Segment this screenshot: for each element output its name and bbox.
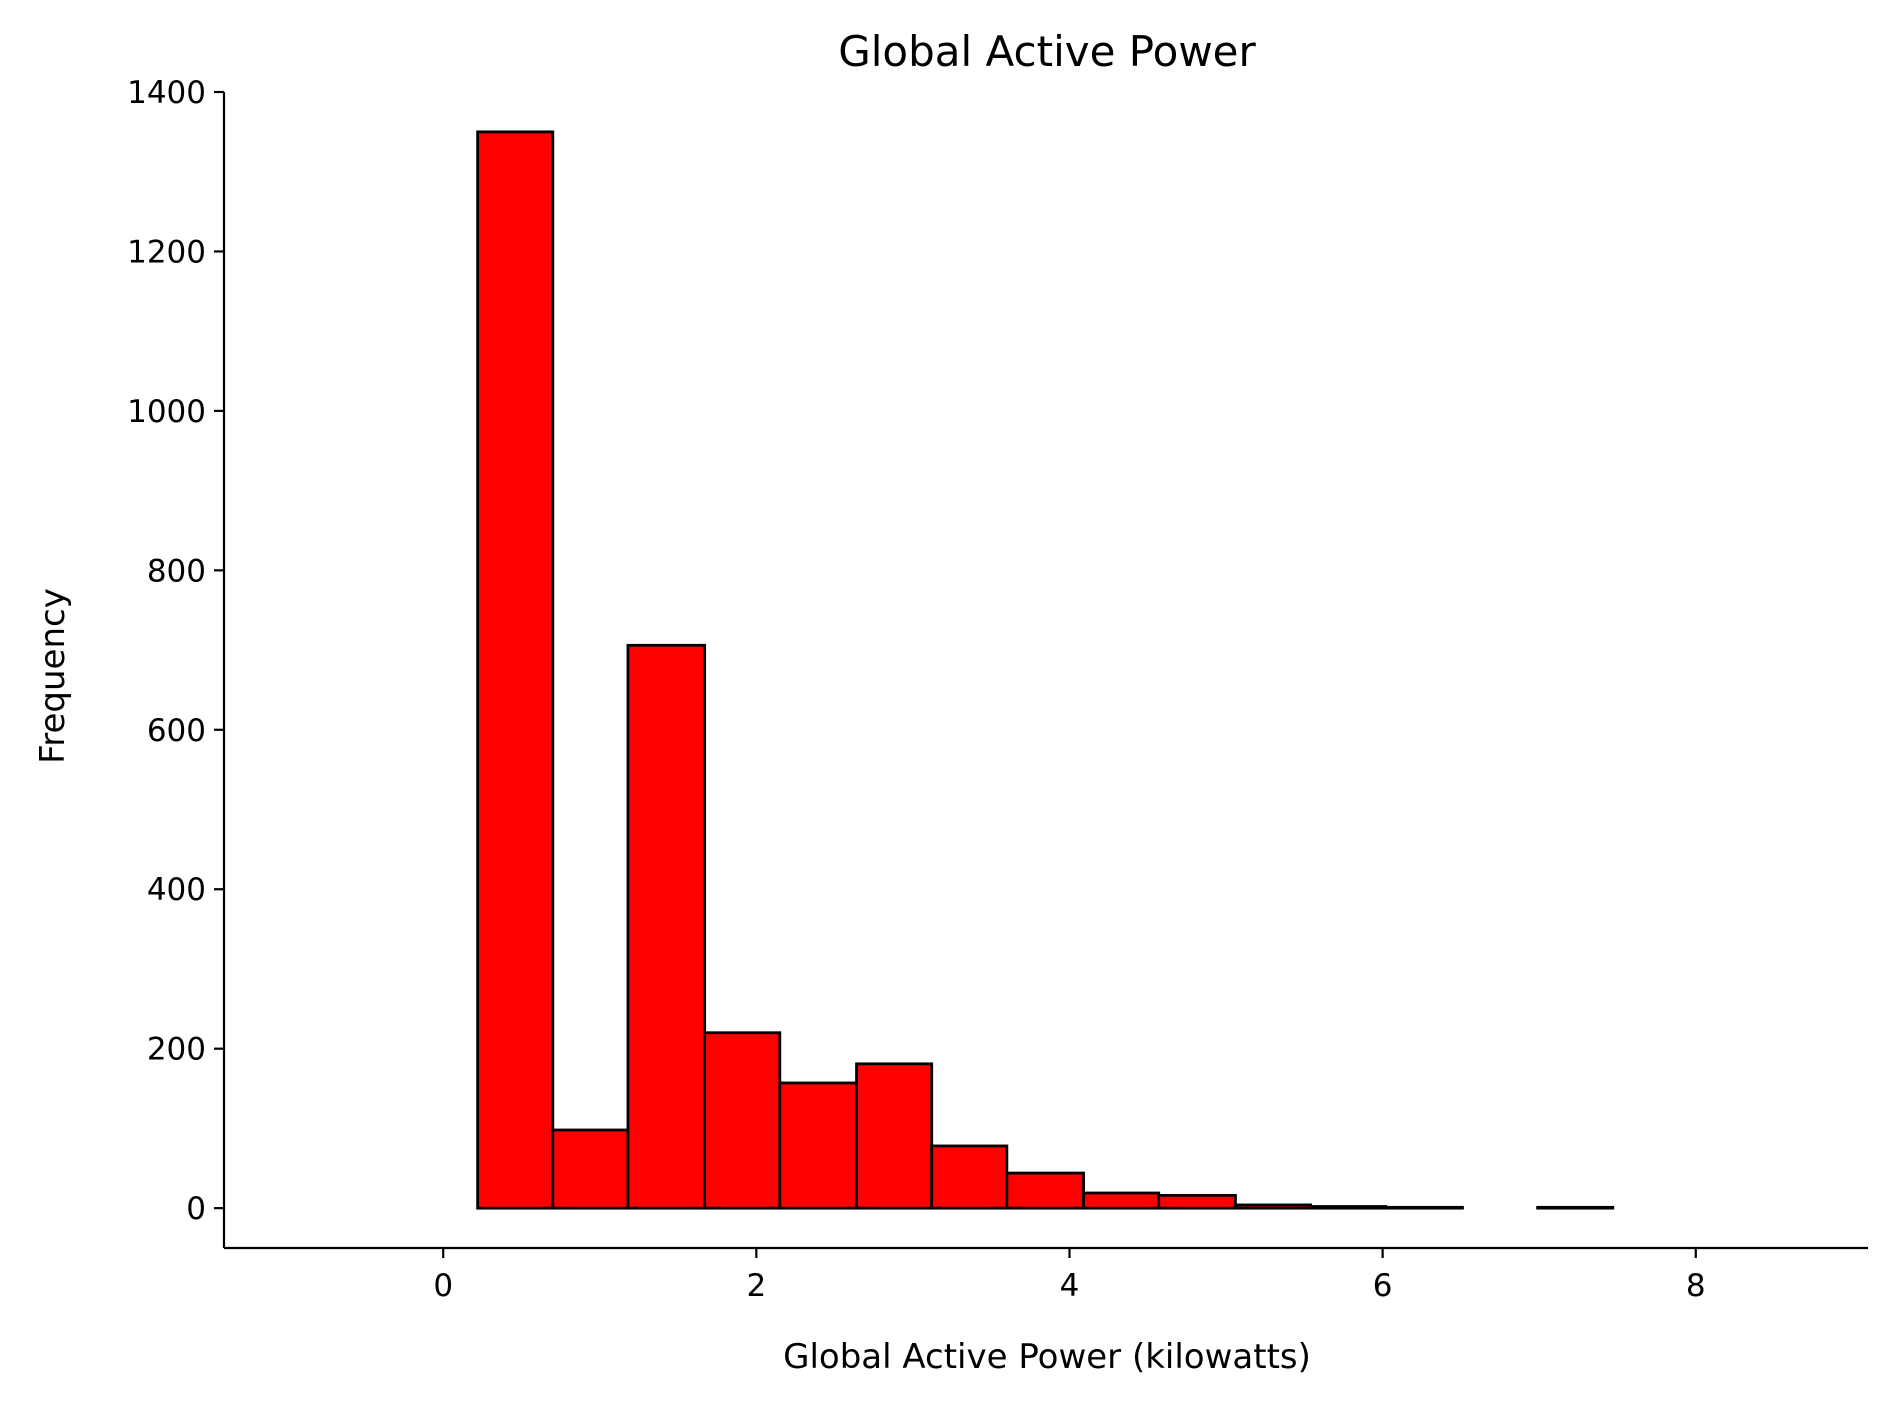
x-tick-label: 4	[1060, 1268, 1080, 1304]
histogram-bar-13	[1384, 1205, 1464, 1210]
y-tick-label: 200	[147, 1032, 206, 1068]
histogram-bar-4	[703, 1031, 782, 1210]
x-tick-label: 2	[746, 1268, 766, 1304]
histogram-bar-3	[626, 643, 707, 1210]
y-tick-label: 1000	[127, 394, 206, 430]
bars-group	[476, 130, 1615, 1210]
x-tick-label: 6	[1373, 1268, 1393, 1304]
x-axis: 0 2 4 6 8	[224, 1246, 1868, 1304]
histogram-bar-12	[1309, 1205, 1388, 1210]
y-axis: 0 200 400 600 800 1000 1200 1400	[127, 75, 226, 1248]
y-tick-label: 0	[186, 1191, 206, 1227]
y-axis-label: Frequency	[33, 588, 73, 764]
y-tick-label: 600	[147, 713, 206, 749]
histogram-bar-9	[1082, 1191, 1161, 1210]
x-tick-label: 8	[1686, 1268, 1706, 1304]
histogram-bar-7	[930, 1144, 1009, 1210]
chart-title: Global Active Power	[838, 27, 1256, 76]
histogram-bar-8	[1005, 1171, 1085, 1210]
histogram-bar-2	[551, 1128, 630, 1210]
y-tick-label: 1200	[127, 234, 206, 270]
y-tick-label: 1400	[127, 75, 206, 111]
histogram-bar-11	[1234, 1203, 1313, 1210]
histogram-bar-5	[778, 1081, 858, 1210]
y-tick-label: 400	[147, 872, 206, 908]
y-tick-label: 800	[147, 553, 206, 589]
x-axis-label: Global Active Power (kilowatts)	[783, 1337, 1311, 1377]
histogram-bar-6	[855, 1062, 934, 1210]
histogram-bar-15	[1536, 1205, 1615, 1210]
histogram-bar-10	[1157, 1193, 1237, 1210]
x-tick-label: 0	[433, 1268, 453, 1304]
histogram-bar-1	[476, 130, 555, 1210]
